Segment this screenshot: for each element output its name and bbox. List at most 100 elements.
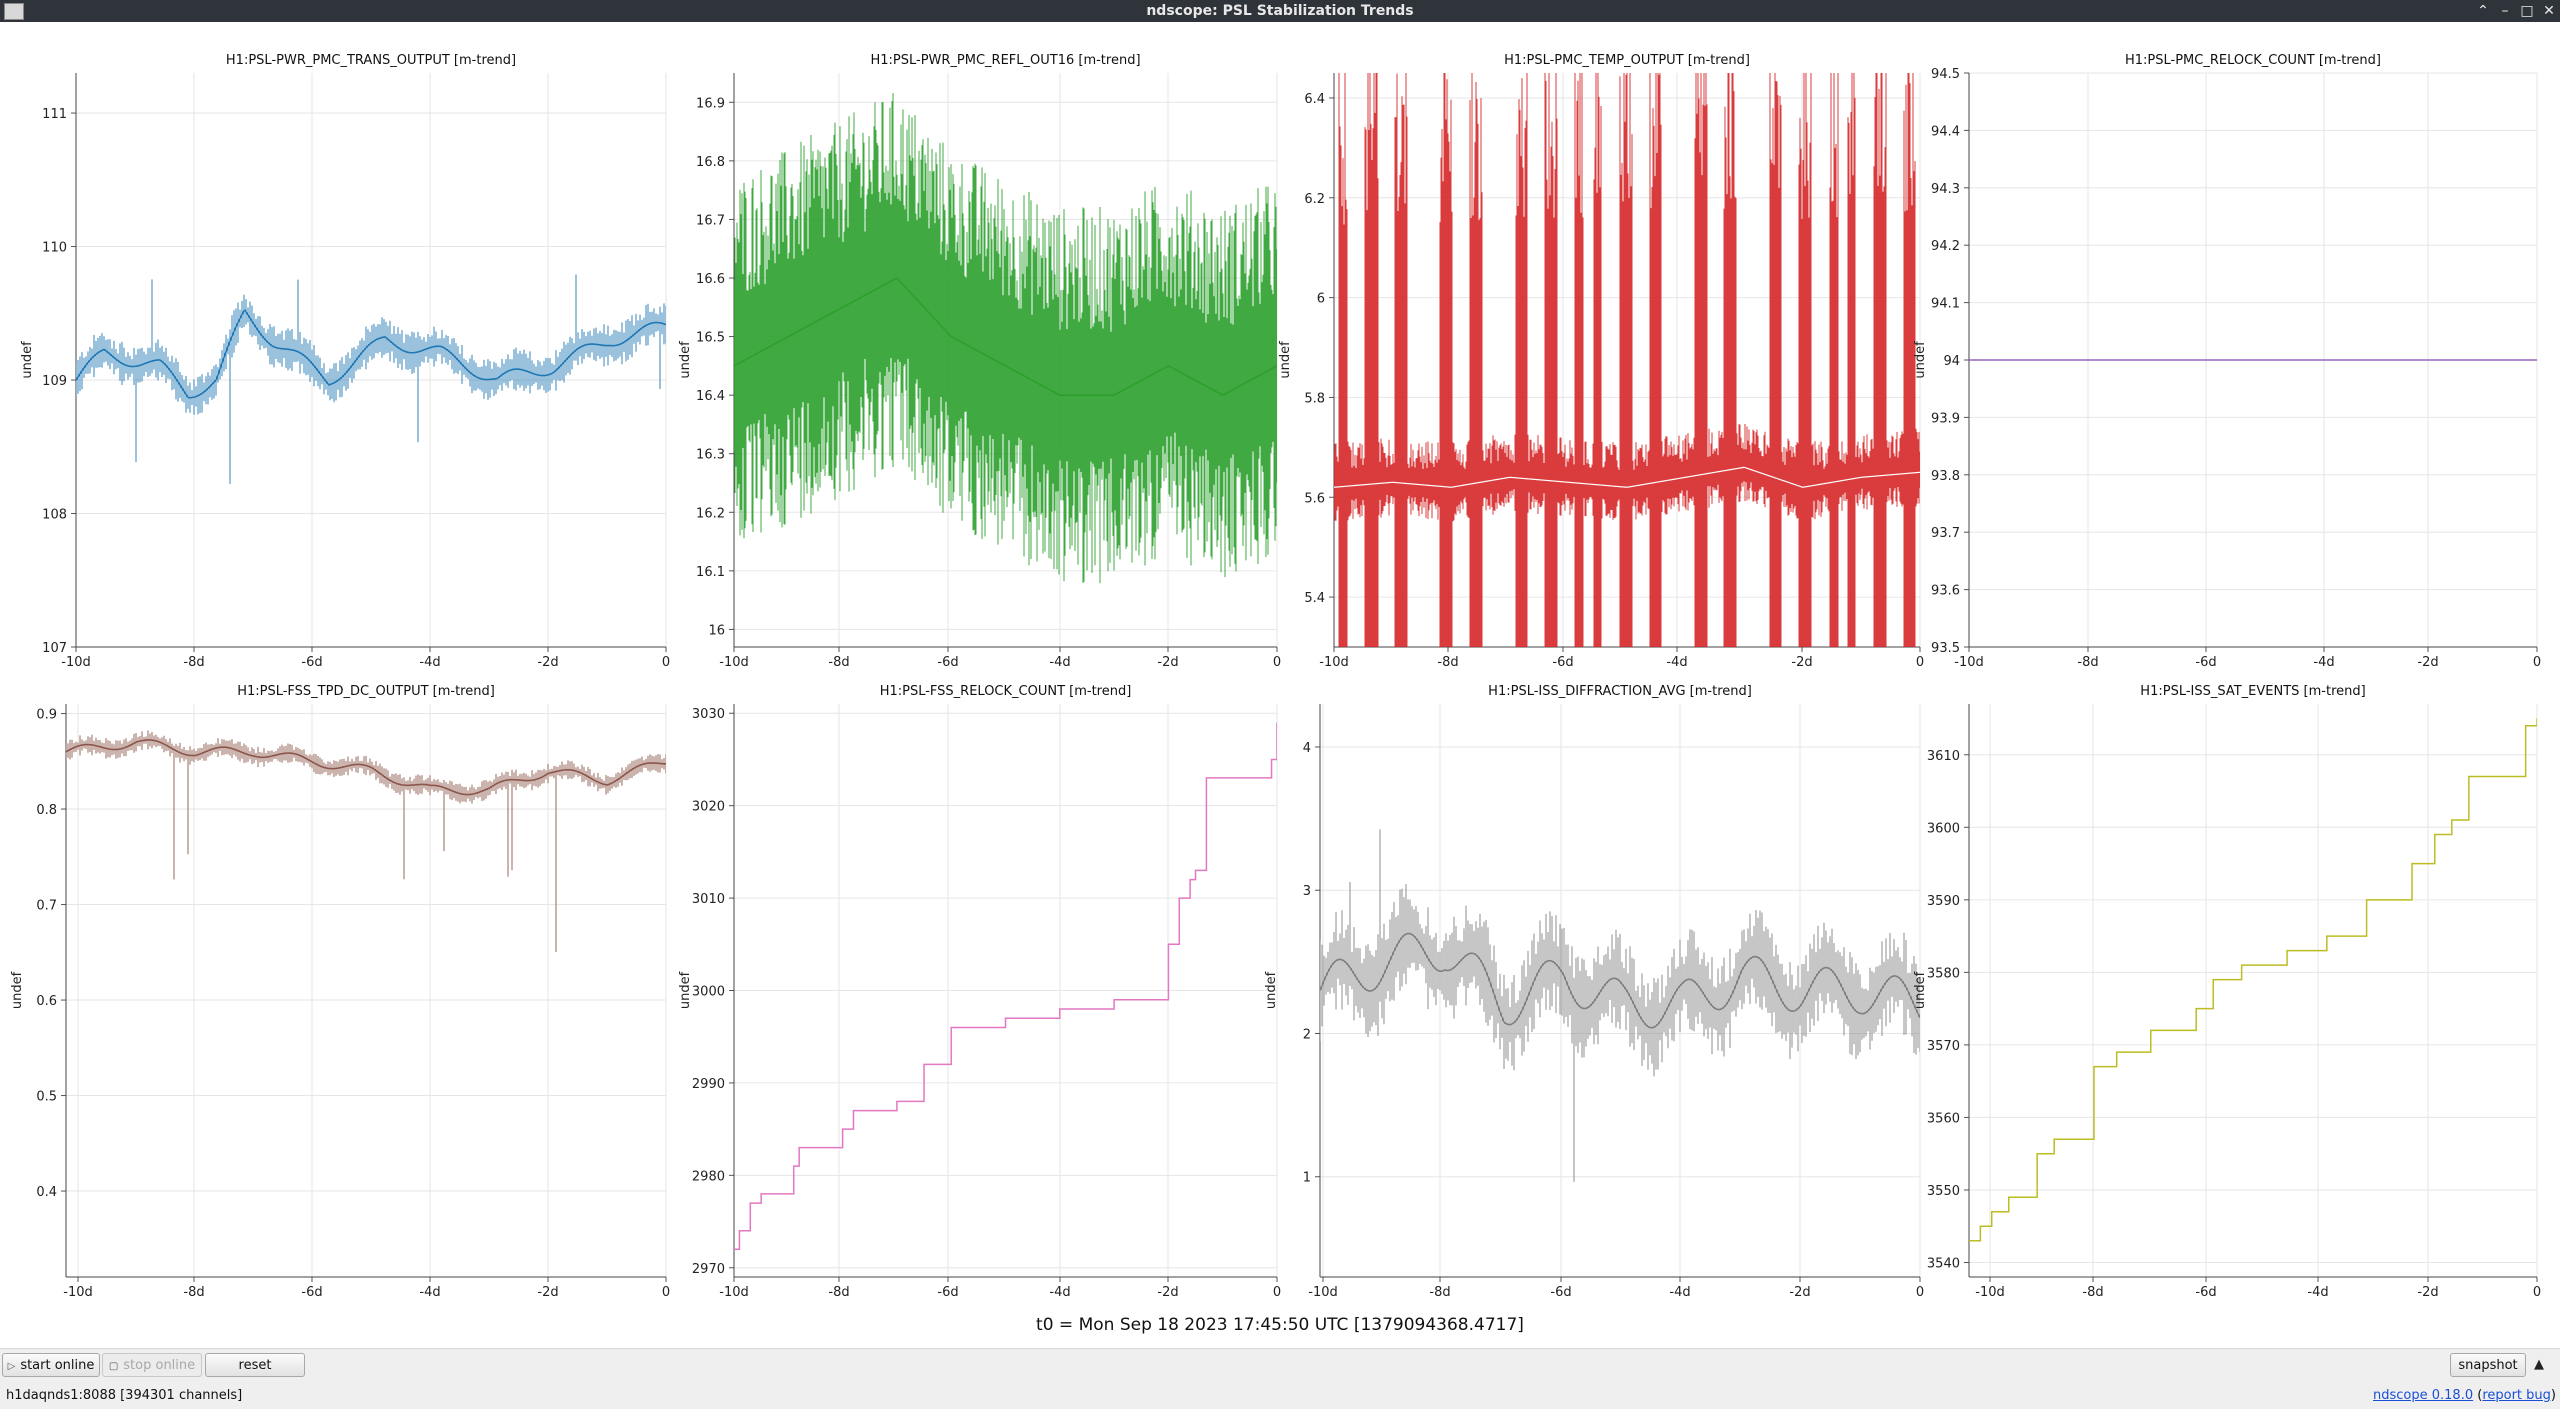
plot-area[interactable] bbox=[66, 704, 666, 1277]
x-tick-label: -2d bbox=[2417, 1285, 2438, 1300]
stop-online-button[interactable]: ▢ stop online bbox=[102, 1353, 202, 1377]
x-tick-label: 0 bbox=[662, 655, 670, 670]
plot-title: H1:PSL-PWR_PMC_TRANS_OUTPUT [m-trend] bbox=[226, 53, 516, 68]
plot-title: H1:PSL-PMC_RELOCK_COUNT [m-trend] bbox=[2125, 53, 2381, 68]
x-tick-label: -8d bbox=[2077, 655, 2098, 670]
server-status: h1daqnds1:8088 [394301 channels] bbox=[6, 1388, 243, 1403]
t0-timestamp: t0 = Mon Sep 18 2023 17:45:50 UTC [13790… bbox=[1036, 1315, 1524, 1335]
report-bug-link[interactable]: report bug bbox=[2482, 1388, 2551, 1403]
y-axis-label: undef bbox=[1278, 341, 1293, 379]
x-tick-label: -8d bbox=[1437, 655, 1458, 670]
plot-panel[interactable]: 107 108 109 110 111 -10d -8d -6d -4d -2d 0 H1:PSL-P… bbox=[20, 53, 670, 670]
y-tick-label: 107 bbox=[42, 641, 67, 656]
y-tick-label: 16.4 bbox=[696, 389, 725, 404]
window-maximize-icon[interactable]: □ bbox=[2520, 3, 2534, 19]
x-tick-label: -4d bbox=[1049, 655, 1070, 670]
y-tick-label: 3010 bbox=[692, 892, 725, 907]
plot-title: H1:PSL-FSS_TPD_DC_OUTPUT [m-trend] bbox=[237, 684, 495, 699]
y-tick-label: 2980 bbox=[692, 1169, 725, 1184]
window-minimize-icon[interactable]: – bbox=[2501, 3, 2509, 19]
trace-line bbox=[734, 722, 1277, 1251]
y-axis-label: undef bbox=[678, 341, 693, 379]
y-tick-label: 5.6 bbox=[1304, 491, 1325, 506]
y-tick-label: 0.4 bbox=[36, 1185, 57, 1200]
x-tick-label: -8d bbox=[183, 655, 204, 670]
y-tick-label: 93.9 bbox=[1931, 411, 1960, 426]
plot-title: H1:PSL-PWR_PMC_REFL_OUT16 [m-trend] bbox=[870, 53, 1140, 68]
y-tick-label: 6 bbox=[1317, 292, 1325, 307]
x-tick-label: -10d bbox=[1319, 655, 1349, 670]
plot-grid[interactable]: 107 108 109 110 111 -10d -8d -6d -4d -2d 0 H1:PSL-P… bbox=[0, 22, 2560, 1312]
y-tick-label: 3550 bbox=[1927, 1184, 1960, 1199]
y-tick-label: 93.8 bbox=[1931, 469, 1960, 484]
window-close-icon[interactable]: ✕ bbox=[2543, 3, 2555, 19]
y-axis-label: undef bbox=[678, 971, 693, 1009]
x-tick-label: -8d bbox=[828, 1285, 849, 1300]
x-tick-label: -10d bbox=[1308, 1285, 1338, 1300]
window-title: ndscope: PSL Stabilization Trends bbox=[1146, 3, 1414, 19]
plot-panel[interactable]: 0.4 0.5 0.6 0.7 0.8 0.9 -10d -8d -6d -4d -2d 0 H1:PS… bbox=[10, 684, 670, 1300]
y-tick-label: 16.8 bbox=[696, 155, 725, 170]
plot-title: H1:PSL-ISS_SAT_EVENTS [m-trend] bbox=[2140, 684, 2365, 699]
plot-panel[interactable]: 1 2 3 4 -10d -8d -6d -4d -2d 0 H1:PSL-ISS_DIFFRACT… bbox=[1264, 684, 1924, 1300]
trace-group bbox=[1320, 829, 1920, 1182]
expand-arrow-icon[interactable]: ▲ bbox=[2534, 1357, 2544, 1372]
plot-panel[interactable]: 5.4 5.6 5.8 6 6.2 6.4 -10d -8d -6d -4d -2d 0 H1:PSL-… bbox=[1278, 30, 1924, 828]
x-tick-label: -10d bbox=[1975, 1285, 2005, 1300]
reset-button[interactable]: reset bbox=[205, 1353, 305, 1377]
start-online-button[interactable]: ▷ start online bbox=[2, 1353, 100, 1377]
plot-panel[interactable]: 93.5 93.6 93.7 93.8 93.9 94 94.1 94.2 94.3 94.4 94… bbox=[1913, 53, 2541, 670]
y-tick-label: 3540 bbox=[1927, 1256, 1960, 1271]
y-tick-label: 5.4 bbox=[1304, 591, 1325, 606]
x-tick-label: 0 bbox=[1916, 1285, 1924, 1300]
y-tick-label: 16.1 bbox=[696, 565, 725, 580]
plot-area[interactable] bbox=[1969, 704, 2537, 1277]
x-tick-label: -6d bbox=[2195, 655, 2216, 670]
version-link[interactable]: ndscope 0.18.0 bbox=[2373, 1388, 2474, 1403]
x-tick-label: -8d bbox=[1429, 1285, 1450, 1300]
y-tick-label: 16.9 bbox=[696, 96, 725, 111]
y-tick-label: 94.3 bbox=[1931, 182, 1960, 197]
y-tick-label: 6.4 bbox=[1304, 92, 1325, 107]
y-tick-label: 5.8 bbox=[1304, 391, 1325, 406]
x-tick-label: -4d bbox=[419, 1285, 440, 1300]
trace-line bbox=[66, 739, 666, 796]
status-bar: h1daqnds1:8088 [394301 channels] ndscope… bbox=[0, 1383, 2560, 1409]
y-tick-label: 0.6 bbox=[36, 994, 57, 1009]
snapshot-button[interactable]: snapshot bbox=[2450, 1353, 2526, 1377]
plot-title: H1:PSL-FSS_RELOCK_COUNT [m-trend] bbox=[880, 684, 1132, 699]
play-icon: ▷ bbox=[7, 1361, 16, 1372]
y-tick-label: 0.9 bbox=[36, 708, 57, 723]
y-tick-label: 3580 bbox=[1927, 966, 1960, 981]
y-axis-label: undef bbox=[20, 341, 35, 379]
x-tick-label: -6d bbox=[937, 655, 958, 670]
trace-line bbox=[1334, 466, 1920, 488]
y-tick-label: 3610 bbox=[1927, 749, 1960, 764]
y-axis-label: undef bbox=[1913, 341, 1928, 379]
plot-panel[interactable]: 3540 3550 3560 3570 3580 3590 3600 3610 -10d -8d -… bbox=[1913, 684, 2541, 1300]
plot-panel[interactable]: 16 16.1 16.2 16.3 16.4 16.5 16.6 16.7 16.8 16.9 -1… bbox=[678, 53, 1281, 670]
trace-envelope bbox=[1334, 73, 1920, 647]
x-tick-label: -4d bbox=[1669, 1285, 1690, 1300]
trace-line bbox=[734, 277, 1277, 396]
y-tick-label: 94.2 bbox=[1931, 239, 1960, 254]
y-tick-label: 94.1 bbox=[1931, 297, 1960, 312]
version-info: ndscope 0.18.0 (report bug) bbox=[2373, 1388, 2556, 1403]
x-tick-label: -6d bbox=[301, 655, 322, 670]
y-tick-label: 2990 bbox=[692, 1077, 725, 1092]
x-tick-label: -10d bbox=[719, 1285, 749, 1300]
trace-group bbox=[1334, 73, 1920, 647]
y-tick-label: 0.7 bbox=[36, 899, 57, 914]
x-tick-label: -10d bbox=[61, 655, 91, 670]
plot-title: H1:PSL-PMC_TEMP_OUTPUT [m-trend] bbox=[1504, 53, 1750, 68]
y-tick-label: 16 bbox=[708, 623, 725, 638]
plot-panel[interactable]: 2970 2980 2990 3000 3010 3020 3030 -10d -8d -6d -4… bbox=[678, 684, 1281, 1300]
x-tick-label: 0 bbox=[2533, 655, 2541, 670]
window-shade-icon[interactable]: ⌃ bbox=[2477, 3, 2489, 19]
trace-line bbox=[1969, 718, 2537, 1242]
x-tick-label: -10d bbox=[63, 1285, 93, 1300]
x-tick-label: -6d bbox=[301, 1285, 322, 1300]
y-tick-label: 4 bbox=[1303, 741, 1311, 756]
y-tick-label: 110 bbox=[42, 241, 67, 256]
x-tick-label: 0 bbox=[662, 1285, 670, 1300]
